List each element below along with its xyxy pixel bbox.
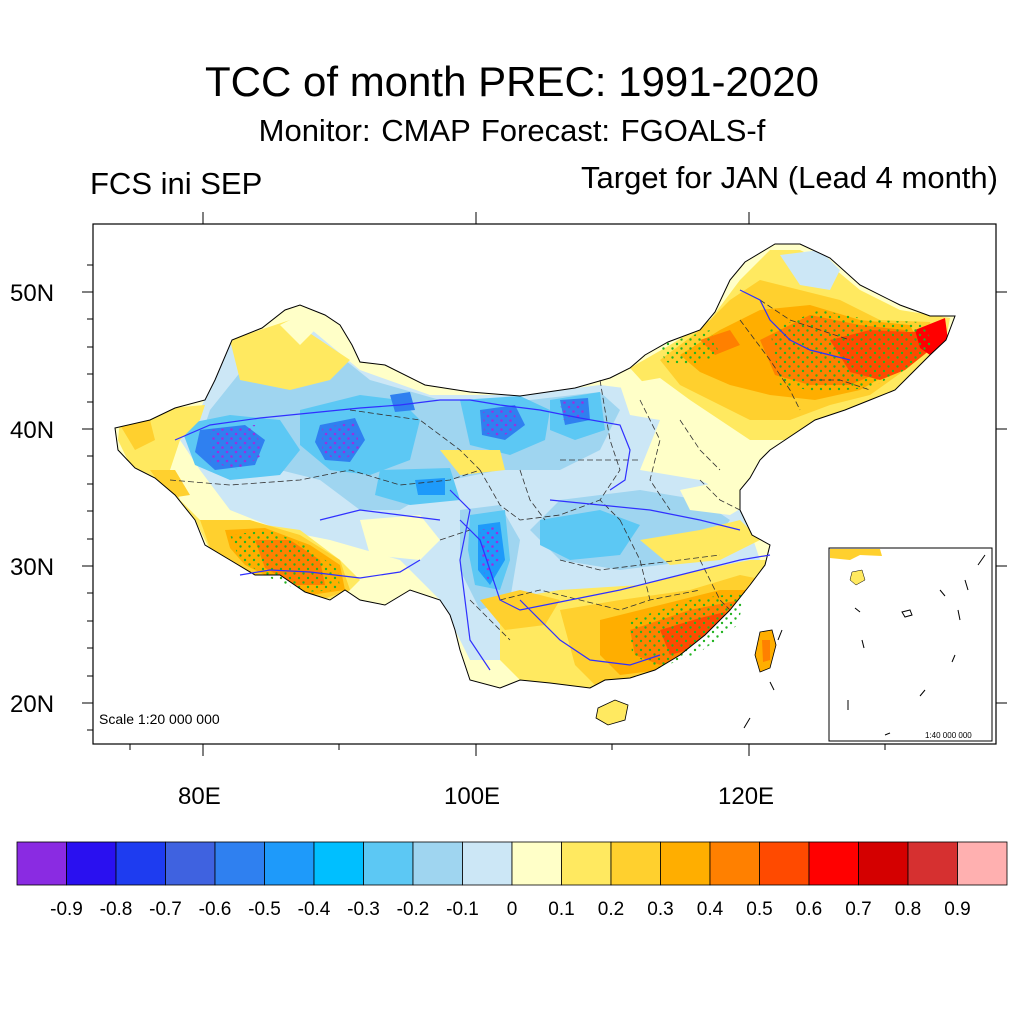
colorbar-swatch bbox=[511, 841, 562, 886]
colorbar-tick-label: -0.7 bbox=[149, 899, 182, 920]
colorbar-tick-label: -0.1 bbox=[446, 899, 479, 920]
colorbar-swatch bbox=[412, 841, 463, 886]
colorbar-tick-label: 0.8 bbox=[895, 899, 921, 920]
colorbar-tick-label: 0.3 bbox=[647, 899, 673, 920]
china-border bbox=[114, 243, 956, 689]
colorbar-swatch bbox=[709, 841, 760, 886]
inset-islands bbox=[847, 554, 986, 736]
inset-scale-label: 1:40 000 000 bbox=[925, 731, 972, 740]
colorbar-tick-label: 0.6 bbox=[796, 899, 822, 920]
colorbar-tick-label: 0.5 bbox=[746, 899, 772, 920]
colorbar-tick-label: 0.4 bbox=[697, 899, 724, 920]
main-scale-label: Scale 1:20 000 000 bbox=[99, 711, 220, 727]
colorbar-swatch bbox=[759, 841, 810, 886]
colorbar-swatch bbox=[16, 841, 67, 886]
lat-label-40n: 40N bbox=[10, 417, 55, 444]
colorbar-swatch bbox=[858, 841, 909, 886]
colorbar-swatch bbox=[561, 841, 612, 886]
colorbar-swatch bbox=[363, 841, 414, 886]
colorbar-tick-label: -0.6 bbox=[199, 899, 232, 920]
colorbar-swatch bbox=[264, 841, 315, 886]
colorbar-swatch bbox=[907, 841, 958, 886]
hainan-island bbox=[595, 699, 629, 726]
lat-label-50n: 50N bbox=[10, 280, 55, 307]
colorbar-tick-label: 0.2 bbox=[598, 899, 624, 920]
colorbar-swatch bbox=[462, 841, 513, 886]
colorbar-swatch bbox=[214, 841, 265, 886]
colorbar-tick-label: 0.7 bbox=[845, 899, 871, 920]
colorbar-swatch bbox=[808, 841, 859, 886]
colorbar-tick-label: 0.1 bbox=[548, 899, 574, 920]
axis-ticks bbox=[82, 212, 1007, 756]
colorbar-swatch bbox=[610, 841, 661, 886]
colorbar-tick-label: -0.5 bbox=[248, 899, 281, 920]
lon-label-80e: 80E bbox=[178, 783, 221, 810]
colorbar-tick-label: -0.3 bbox=[347, 899, 380, 920]
chart-subtitle: Monitor: CMAP Forecast: FGOALS-f bbox=[258, 113, 766, 148]
lon-label-100e: 100E bbox=[444, 783, 501, 810]
inset-hainan bbox=[849, 569, 866, 586]
lat-label-20n: 20N bbox=[10, 691, 55, 718]
colorbar-tick-label: -0.8 bbox=[100, 899, 133, 920]
colorbar-swatch bbox=[66, 841, 117, 886]
colorbar-swatch bbox=[165, 841, 216, 886]
colorbar-tick-label: -0.9 bbox=[50, 899, 83, 920]
lat-label-30n: 30N bbox=[10, 554, 55, 581]
colorbar-tick-label: 0 bbox=[507, 899, 518, 920]
lon-label-120e: 120E bbox=[718, 783, 775, 810]
province-borders bbox=[169, 299, 871, 641]
colorbar-tick-label: -0.2 bbox=[397, 899, 430, 920]
colorbar-tick-label: 0.9 bbox=[944, 899, 970, 920]
rivers bbox=[174, 289, 851, 671]
colorbar-swatch bbox=[957, 841, 1008, 886]
significance-stipple bbox=[210, 310, 935, 668]
taiwan-core bbox=[762, 640, 770, 662]
chart-title: TCC of month PREC: 1991-2020 bbox=[205, 58, 819, 105]
colorbar-swatch bbox=[660, 841, 711, 886]
sea-islands-main bbox=[743, 629, 783, 729]
colorbar-swatch bbox=[313, 841, 364, 886]
colorbar-tick-label: -0.4 bbox=[298, 899, 331, 920]
inset-land bbox=[830, 549, 882, 560]
target-label: Target for JAN (Lead 4 month) bbox=[581, 160, 998, 195]
forecast-init-label: FCS ini SEP bbox=[90, 166, 263, 201]
colorbar-swatch bbox=[115, 841, 166, 886]
